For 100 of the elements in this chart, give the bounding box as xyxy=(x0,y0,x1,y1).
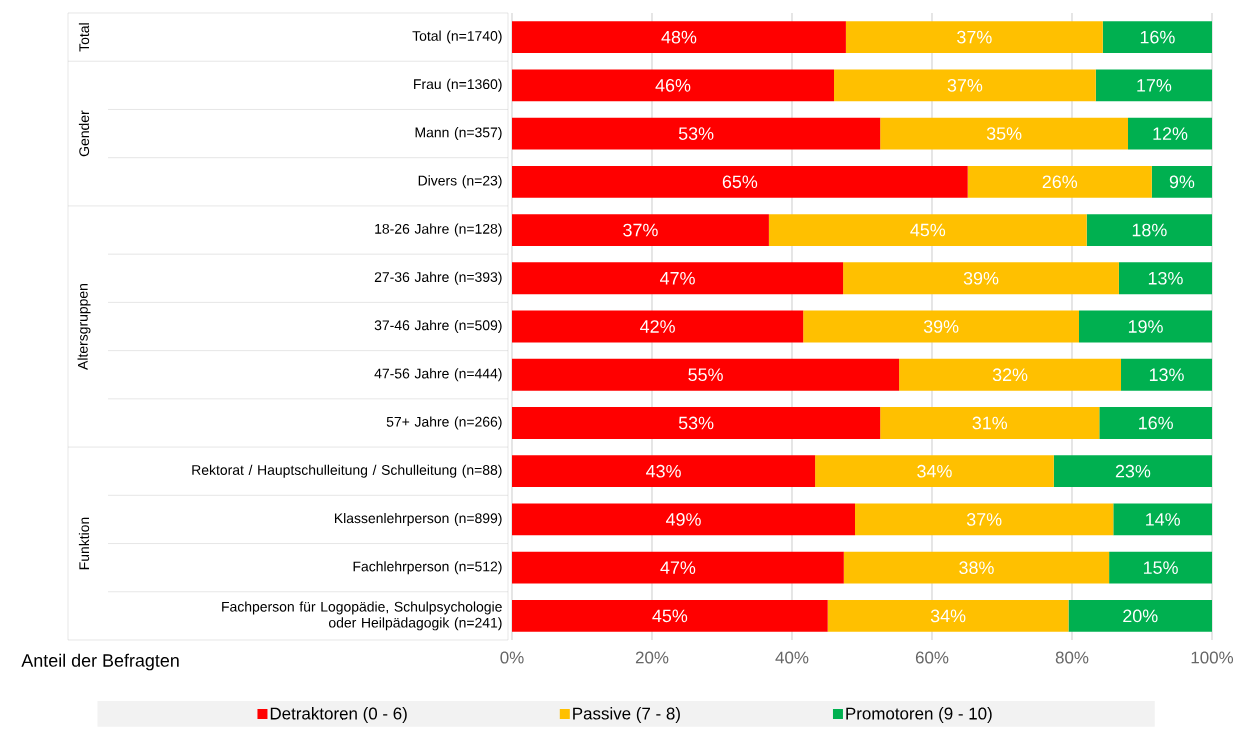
legend-label: Passive (7 - 8) xyxy=(573,707,680,723)
data-label: 43% xyxy=(646,464,681,478)
data-label: 26% xyxy=(1042,175,1078,189)
bar xyxy=(899,358,1122,391)
bar xyxy=(834,69,1096,102)
data-label: 16% xyxy=(1140,30,1175,44)
data-label: 14% xyxy=(1146,513,1180,526)
data-label: 23% xyxy=(1115,464,1151,478)
data-label: 39% xyxy=(963,271,999,285)
bar xyxy=(512,310,804,343)
x-tick-label: 20% xyxy=(635,651,669,664)
data-label: 18% xyxy=(1132,223,1167,237)
data-label: 65% xyxy=(722,175,758,189)
bar xyxy=(967,165,1152,198)
bar xyxy=(1113,503,1213,536)
y-tick-label: Fachlehrperson (n=512) xyxy=(353,561,502,575)
data-label: 47% xyxy=(660,271,695,285)
bar xyxy=(1053,455,1213,488)
legend-label: Detraktoren (0 - 6) xyxy=(270,707,407,723)
x-tick-label: 0% xyxy=(500,651,524,664)
legend-label: Promotoren (9 - 10) xyxy=(846,707,992,723)
bar xyxy=(512,407,881,439)
bar xyxy=(1079,310,1213,343)
bar xyxy=(1099,407,1213,439)
data-label: 34% xyxy=(930,609,966,623)
bar xyxy=(880,117,1129,150)
y-tick-label: Total (n=1740) xyxy=(412,30,502,44)
bar xyxy=(855,503,1114,536)
data-label: 42% xyxy=(640,320,675,333)
bar xyxy=(512,117,881,150)
y-tick-label: 57+ Jahre (n=266) xyxy=(386,416,502,430)
data-label: 34% xyxy=(917,464,952,478)
y-tick-label: Fachperson für Logopädie, Schulpsychologie oder Heilpädagogik (n=241) xyxy=(222,601,502,631)
bar xyxy=(512,551,844,584)
bar xyxy=(880,407,1100,439)
bar xyxy=(803,310,1080,343)
bar xyxy=(843,551,1110,584)
bar xyxy=(843,262,1119,295)
bar xyxy=(1095,69,1213,102)
text: Gender xyxy=(78,110,90,157)
y-tick-label: Mann (n=357) xyxy=(415,127,502,141)
bar xyxy=(512,262,844,295)
y-tick-label: 27-36 Jahre (n=393) xyxy=(374,271,502,285)
y-tick-label: Frau (n=1360) xyxy=(414,78,502,92)
bar xyxy=(827,599,1069,632)
x-tick-label: 40% xyxy=(775,651,809,664)
text: Altersgruppen xyxy=(77,283,91,370)
y-tick-label: 18-26 Jahre (n=128) xyxy=(375,223,502,237)
data-label: 19% xyxy=(1128,320,1163,333)
data-label: 39% xyxy=(923,320,959,333)
data-label: 16% xyxy=(1139,416,1173,430)
data-label: 37% xyxy=(957,30,992,44)
bar xyxy=(512,503,856,536)
bar xyxy=(1068,599,1213,632)
bar xyxy=(1086,214,1213,246)
bar xyxy=(512,214,769,246)
data-label: 53% xyxy=(678,416,714,430)
bar xyxy=(512,165,968,198)
x-axis-title: Anteil der Befragten xyxy=(21,653,179,671)
bar xyxy=(768,214,1087,246)
data-label: 15% xyxy=(1143,561,1178,574)
bar xyxy=(845,21,1103,54)
bar xyxy=(512,21,846,54)
bar xyxy=(1151,165,1213,198)
y-tick-label: Divers (n=23) xyxy=(418,175,502,189)
bar xyxy=(512,358,900,391)
x-tick-label: 80% xyxy=(1055,651,1089,664)
bar xyxy=(512,599,828,632)
data-label: 49% xyxy=(665,513,701,526)
data-label: 17% xyxy=(1137,79,1172,92)
bar xyxy=(1109,551,1213,584)
data-label: 9% xyxy=(1169,175,1195,189)
bar xyxy=(1118,262,1213,295)
data-label: 46% xyxy=(655,78,691,92)
data-label: 45% xyxy=(910,223,946,237)
bar xyxy=(815,455,1054,488)
data-label: 20% xyxy=(1123,609,1158,623)
bar xyxy=(1102,21,1213,54)
data-label: 37% xyxy=(966,513,1002,526)
data-label: 13% xyxy=(1149,368,1184,382)
x-tick-label: 100% xyxy=(1191,651,1234,664)
data-label: 55% xyxy=(688,368,723,382)
y-tick-label: Klassenlehrperson (n=899) xyxy=(334,512,502,526)
data-label: 32% xyxy=(992,368,1028,382)
x-tick-label: 60% xyxy=(915,651,949,664)
bar xyxy=(512,69,835,102)
data-label: 37% xyxy=(947,78,983,92)
text: Funktion xyxy=(78,517,90,570)
bar xyxy=(1121,358,1213,391)
y-tick-label: 37-46 Jahre (n=509) xyxy=(374,320,502,334)
text: Total xyxy=(78,23,90,52)
bar xyxy=(512,455,816,488)
y-tick-label: Rektorat / Hauptschulleitung / Schulleitung (n=88) xyxy=(192,464,502,478)
data-label: 35% xyxy=(986,127,1022,140)
y-tick-label: 47-56 Jahre (n=444) xyxy=(374,368,502,382)
data-label: 12% xyxy=(1153,127,1188,140)
data-label: 13% xyxy=(1148,271,1183,285)
data-label: 48% xyxy=(661,30,697,44)
data-label: 31% xyxy=(972,416,1008,430)
data-label: 47% xyxy=(660,561,696,574)
